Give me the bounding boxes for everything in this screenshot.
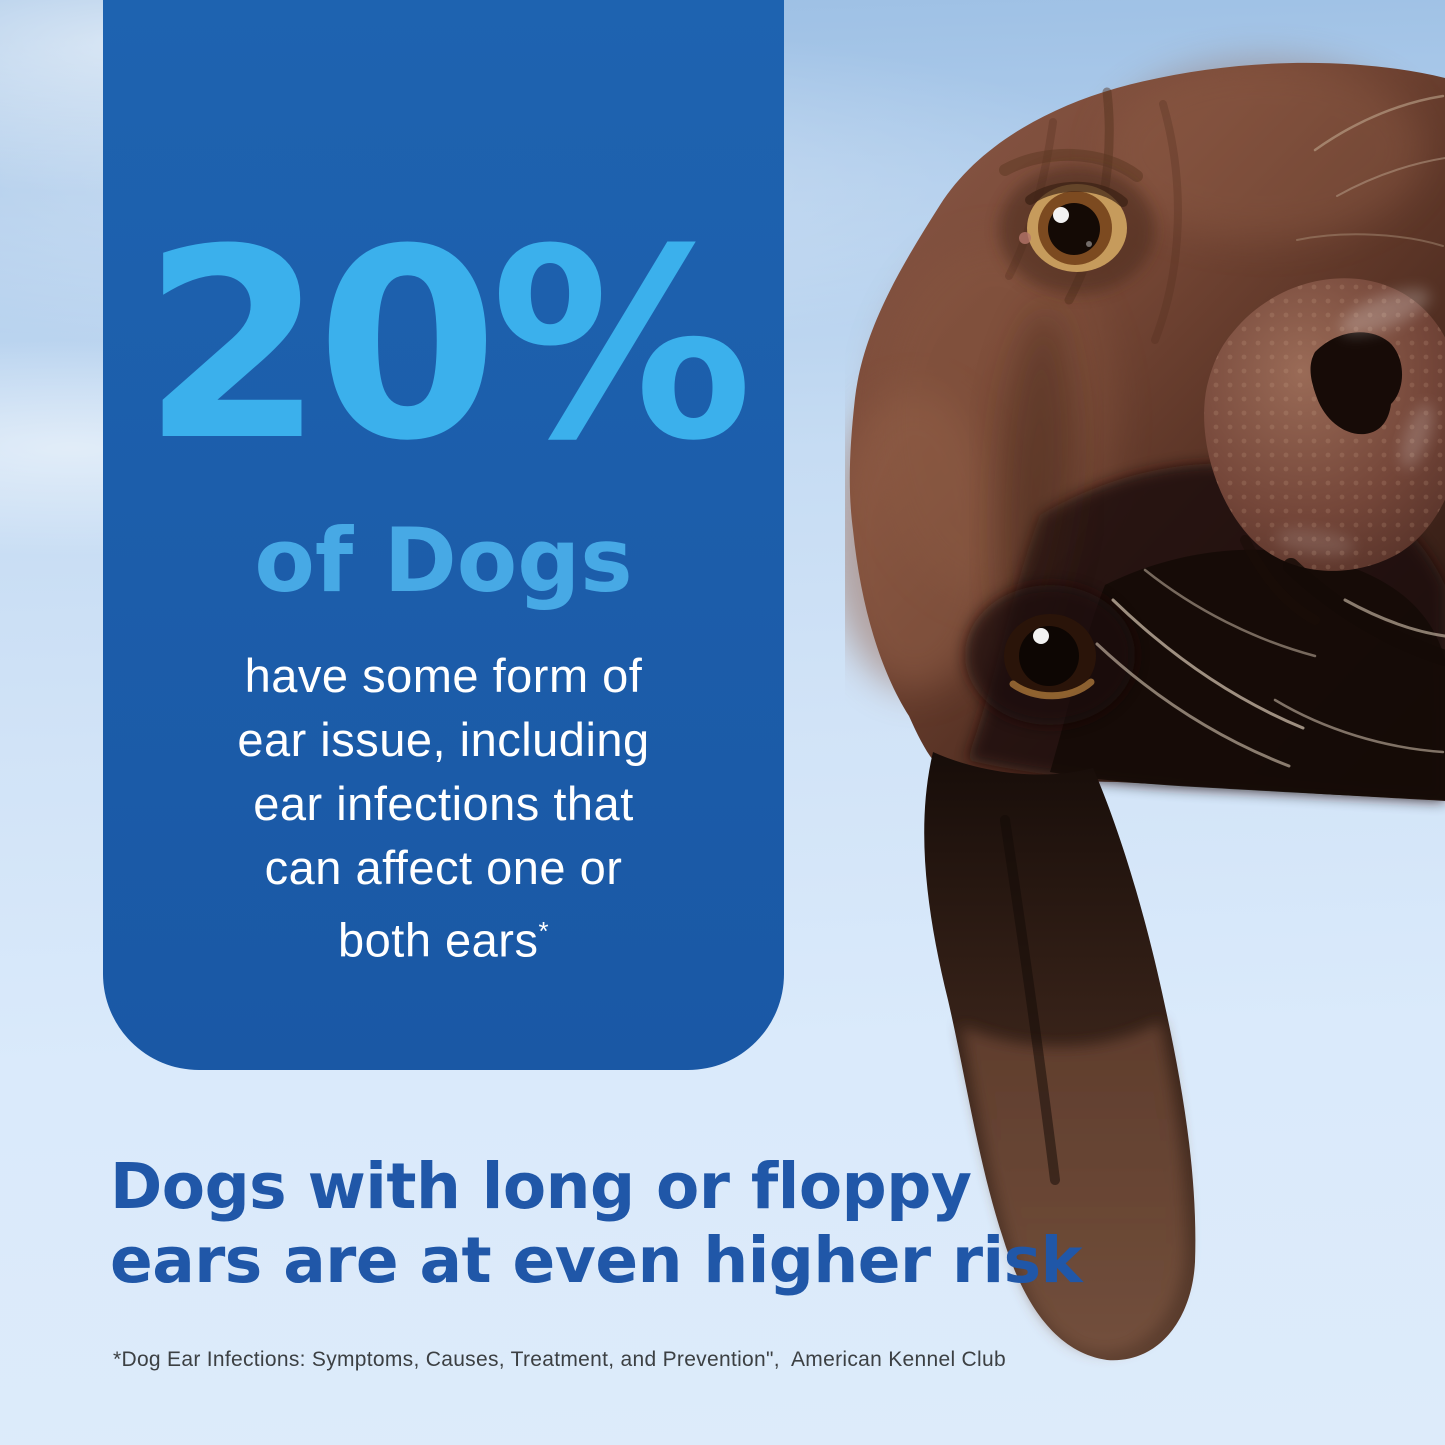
stat-card: 20% of Dogs have some form of ear issue,… [103, 0, 784, 1070]
footnote: *Dog Ear Infections: Symptoms, Causes, T… [113, 1348, 1006, 1371]
stat-percentage: 20% [141, 193, 753, 498]
stat-description: have some form of ear issue, including e… [103, 644, 784, 973]
dog-nose [1204, 278, 1445, 571]
dog-ear [924, 752, 1196, 1361]
dog-eye-lower [965, 585, 1135, 725]
stat-description-last-line-text: both ears [337, 913, 539, 967]
stat-description-last-line: both ears* [103, 900, 784, 973]
dog-whiskers [1095, 94, 1445, 768]
footnote-marker: * [538, 917, 550, 946]
stat-description-lines: have some form of ear issue, including e… [237, 648, 650, 894]
dog-eye-upper [999, 166, 1155, 294]
headline: Dogs with long or floppy ears are at eve… [110, 1150, 1083, 1297]
stat-subject: of Dogs [254, 509, 633, 612]
dog-photo [845, 60, 1445, 1361]
